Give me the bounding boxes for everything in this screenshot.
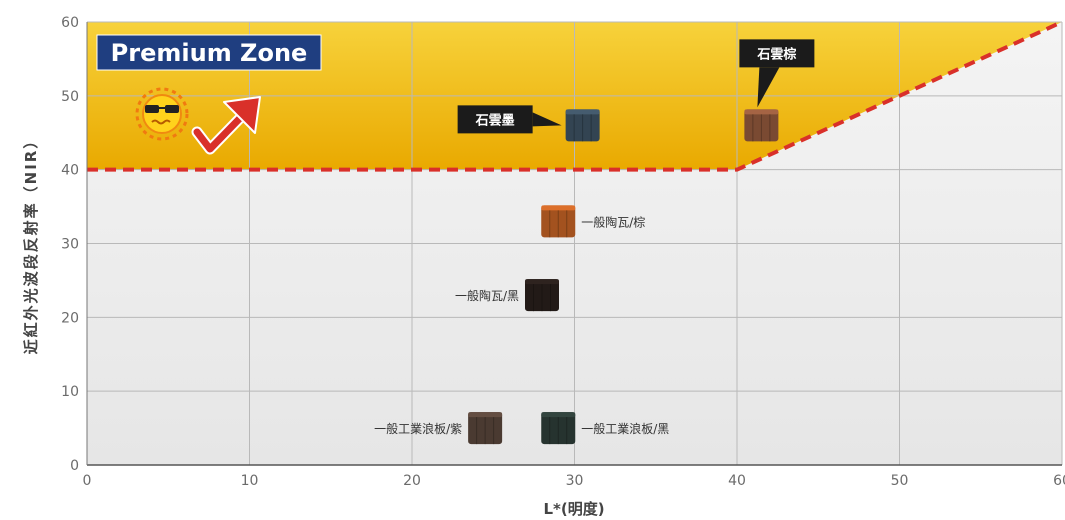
y-tick-label: 50 [61,89,79,105]
y-tick-label: 40 [61,163,79,179]
sun-sunglasses-icon [135,87,189,141]
data-point-highlight [541,412,576,418]
x-tick-label: 0 [83,473,92,489]
premium-zone-badge: Premium Zone [96,34,322,71]
callout-tail [532,112,562,127]
x-tick-label: 50 [891,473,909,489]
data-point-highlight [565,109,600,115]
data-point-highlight [525,279,559,285]
y-tick-label: 10 [61,384,79,400]
data-point-1: 石雲墨 [457,105,600,142]
data-point-highlight [744,109,779,115]
data-point-highlight [468,412,503,418]
point-label: 一般工業浪板/黑 [581,421,669,436]
x-tick-label: 40 [728,473,746,489]
y-tick-label: 20 [61,310,79,326]
point-label: 一般工業浪板/紫 [374,421,462,436]
data-point-6: 一般工業浪板/紫 [374,412,503,445]
data-point-5: 一般工業浪板/黑 [541,412,669,445]
callout-box [739,39,815,68]
x-tick-label: 20 [403,473,421,489]
premium-zone-label: Premium Zone [111,39,308,67]
data-point-2: 石雲棕 [739,39,815,142]
y-tick-label: 0 [70,458,79,474]
y-tick-label: 30 [61,237,79,253]
x-tick-label: 10 [241,473,259,489]
y-axis-title: 近紅外光波段反射率（NIR） [22,132,40,355]
y-tick-label: 60 [61,15,79,31]
data-point-3: 一般陶瓦/棕 [541,205,645,238]
point-label: 一般陶瓦/黑 [455,288,519,303]
x-tick-label: 60 [1053,473,1065,489]
callout-tail [757,67,780,108]
data-point-highlight [541,205,576,211]
tick-labels: 0 10 20 30 40 50 60 0 10 20 30 40 50 60 [61,15,1065,489]
point-label: 石雲棕 [756,46,796,62]
point-label: 石雲墨 [475,112,515,128]
x-tick-label: 30 [566,473,584,489]
callout-box [457,105,533,134]
x-axis-title: L*(明度) [543,500,604,518]
trend-up-arrow-icon [191,96,261,155]
data-point-4: 一般陶瓦/黑 [455,279,559,312]
point-label: 一般陶瓦/棕 [581,214,645,229]
premium-zone-boundary [87,20,1063,172]
